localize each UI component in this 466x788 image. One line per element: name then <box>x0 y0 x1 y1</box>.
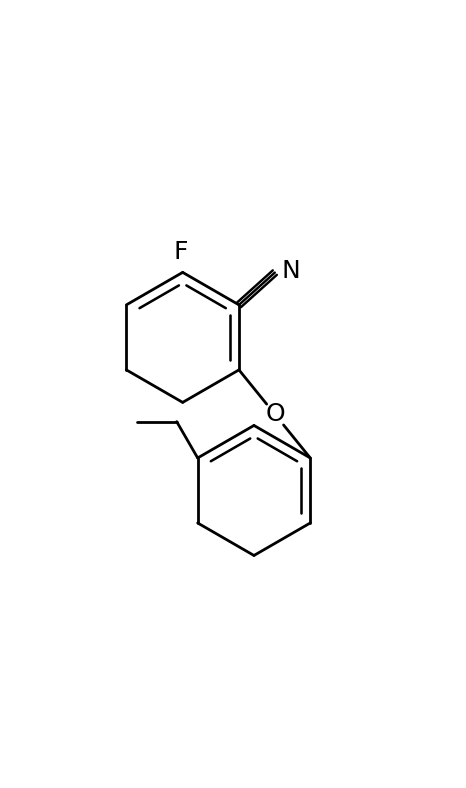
Text: N: N <box>281 259 300 283</box>
Text: O: O <box>266 402 286 426</box>
Text: F: F <box>173 240 188 264</box>
